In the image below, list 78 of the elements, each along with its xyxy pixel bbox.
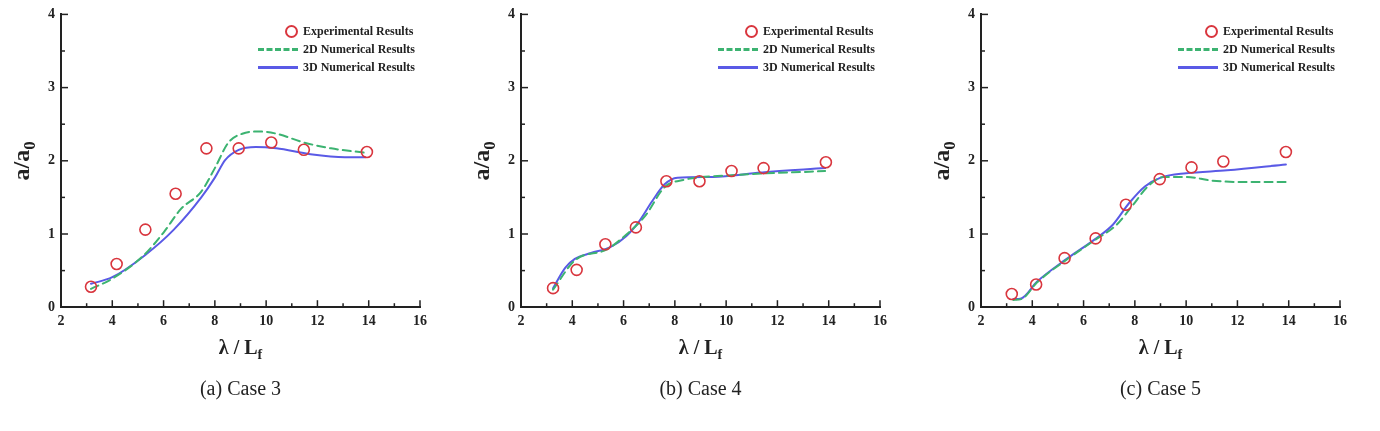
y-axis-title: a/a0 <box>928 141 959 181</box>
x-tick-label: 10 <box>719 313 734 329</box>
point <box>297 143 311 157</box>
x-tick-label: 10 <box>1179 313 1194 329</box>
legend-label: Experimental Results <box>303 23 414 39</box>
point <box>660 175 673 188</box>
x-tick-label: 4 <box>568 313 576 329</box>
x-tick-label: 6 <box>160 313 168 329</box>
y-tick-label: 0 <box>508 298 515 314</box>
point <box>360 145 374 159</box>
legend-label: 2D Numerical Results <box>1223 41 1335 57</box>
x-tick-label: 14 <box>361 313 376 329</box>
point <box>1217 155 1230 168</box>
x-tick-label: 12 <box>770 313 785 329</box>
y-tick-label: 2 <box>508 152 515 168</box>
legend-label: 3D Numerical Results <box>303 59 415 75</box>
x-tick-label: 16 <box>1333 313 1347 329</box>
point <box>693 175 706 188</box>
point <box>84 280 98 293</box>
x-tick-label: 4 <box>1028 313 1036 329</box>
point <box>264 136 278 149</box>
x-tick-label: 12 <box>310 313 325 329</box>
y-tick-label: 0 <box>968 298 975 314</box>
point <box>1153 172 1167 186</box>
point <box>1005 287 1019 301</box>
point <box>232 142 246 155</box>
legend-label: 2D Numerical Results <box>763 41 875 57</box>
legend-label: Experimental Results <box>763 23 874 39</box>
y-tick-label: 1 <box>508 225 515 241</box>
point <box>1185 161 1198 174</box>
point <box>1058 251 1071 265</box>
x-tick-label: 14 <box>821 313 836 329</box>
point <box>546 281 560 295</box>
x-tick-label: 12 <box>1230 313 1245 329</box>
x-tick-label: 10 <box>259 313 274 329</box>
point <box>1029 278 1043 291</box>
y-tick-label: 1 <box>48 225 55 241</box>
x-tick-label: 14 <box>1281 313 1296 329</box>
point <box>757 161 770 175</box>
point <box>819 155 833 169</box>
text: (a) Case 3 <box>199 377 282 401</box>
x-tick-label: 8 <box>211 313 219 329</box>
legend-label: 3D Numerical Results <box>1223 59 1335 75</box>
point <box>570 263 583 277</box>
legend-label: 3D Numerical Results <box>763 59 875 75</box>
legend-label: 2D Numerical Results <box>303 41 415 57</box>
point <box>1089 232 1102 245</box>
point <box>1119 198 1133 212</box>
x-tick-label: 4 <box>108 313 116 329</box>
point <box>599 237 612 251</box>
point <box>629 221 643 234</box>
y-axis-title: a/a0 <box>468 141 499 181</box>
y-tick-label: 3 <box>48 79 55 95</box>
y-tick-label: 1 <box>968 225 975 241</box>
point <box>200 142 213 155</box>
point <box>139 223 152 236</box>
y-tick-label: 4 <box>48 6 55 22</box>
y-tick-label: 0 <box>48 298 55 314</box>
x-tick-label: 16 <box>873 313 887 329</box>
x-tick-label: 16 <box>413 313 427 329</box>
x-tick-label: 8 <box>1131 313 1139 329</box>
y-tick-label: 3 <box>508 79 515 95</box>
y-tick-label: 4 <box>508 6 515 22</box>
x-tick-label: 6 <box>620 313 628 329</box>
y-tick-label: 2 <box>968 152 975 168</box>
y-tick-label: 3 <box>968 79 975 95</box>
y-tick-label: 2 <box>48 152 55 168</box>
text: (b) Case 4 <box>659 377 742 401</box>
legend-label: Experimental Results <box>1223 23 1334 39</box>
y-axis-title: a/a0 <box>8 141 39 181</box>
y-tick-label: 4 <box>968 6 975 22</box>
point <box>110 257 123 271</box>
point <box>169 187 182 201</box>
x-tick-label: 6 <box>1080 313 1088 329</box>
point <box>1279 145 1293 159</box>
x-tick-label: 8 <box>671 313 679 329</box>
text: (c) Case 5 <box>1119 377 1202 401</box>
point <box>725 164 738 178</box>
